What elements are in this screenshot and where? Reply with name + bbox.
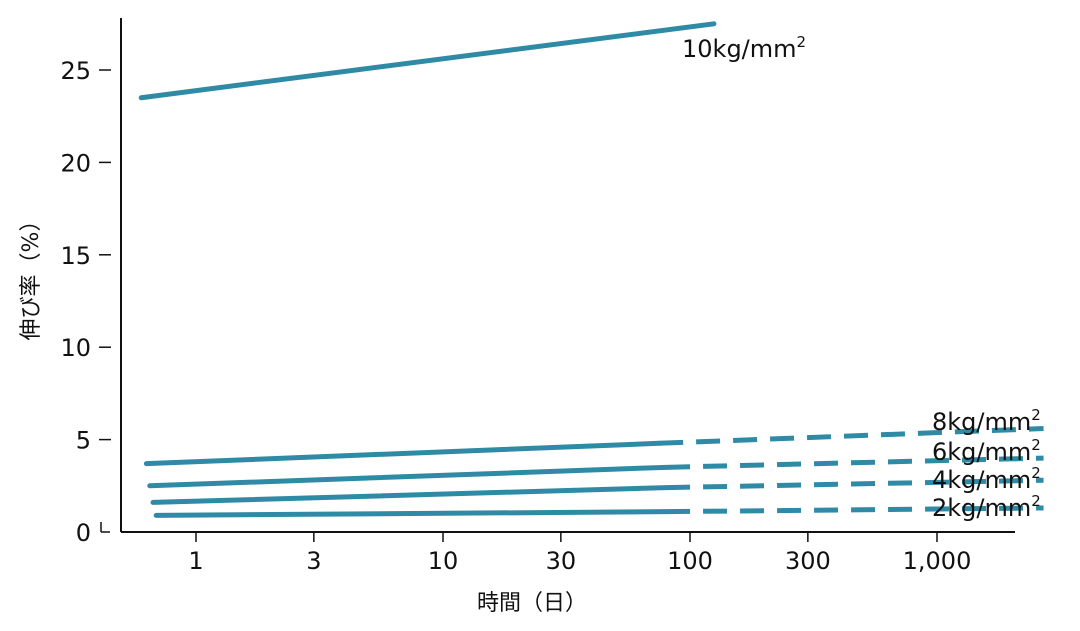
- series-label-superscript: 2: [1031, 464, 1041, 482]
- x-axis-title: 時間（日）: [477, 591, 587, 616]
- series-group: [138, 21, 717, 101]
- series-line-solid: [153, 509, 669, 518]
- series-label-superscript: 2: [1031, 436, 1041, 454]
- series-group: [143, 426, 1044, 467]
- series-line-solid: [147, 464, 669, 489]
- series-group: [147, 455, 1044, 489]
- x-tick-label: 300: [785, 547, 831, 575]
- x-tick-label: 30: [546, 547, 577, 575]
- y-tick-label: 10: [60, 334, 91, 362]
- series-group: [153, 505, 1044, 518]
- x-tick-label: 1: [188, 547, 203, 575]
- series-label: 8kg/mm2: [932, 406, 1041, 436]
- series-line-dashed: [666, 505, 1044, 515]
- axes: 0 5 10 15 20 25 1 3 10 30 100 300 1,000: [60, 18, 1015, 575]
- series-line-dashed: [659, 426, 1044, 446]
- series-line-solid: [143, 440, 662, 467]
- series-label: 4kg/mm2: [932, 464, 1041, 494]
- y-tick-label: 0: [76, 519, 91, 547]
- y-tick-label: 5: [76, 427, 91, 455]
- series-label: 6kg/mm2: [932, 436, 1041, 466]
- x-tick-label: 1,000: [903, 547, 972, 575]
- series-lines: [138, 21, 1044, 518]
- series-line-solid: [150, 485, 669, 505]
- series-line-dashed: [666, 477, 1044, 491]
- y-axis-title: 伸び率（%）: [19, 210, 44, 341]
- series-label-superscript: 2: [797, 33, 807, 51]
- series-label-superscript: 2: [1031, 406, 1041, 424]
- series-line-dashed: [666, 455, 1044, 470]
- series-label-superscript: 2: [1031, 492, 1041, 510]
- series-group: [150, 477, 1044, 505]
- x-tick-label: 3: [306, 547, 321, 575]
- y-tick-label: 20: [60, 149, 91, 177]
- series-label: 10kg/mm2: [682, 33, 806, 63]
- series-label: 2kg/mm2: [932, 492, 1041, 522]
- x-tick-label: 10: [428, 547, 459, 575]
- y-tick-label: 25: [60, 57, 91, 85]
- y-tick-label: 15: [60, 242, 91, 270]
- x-tick-label: 100: [667, 547, 713, 575]
- series-line-solid: [138, 21, 717, 101]
